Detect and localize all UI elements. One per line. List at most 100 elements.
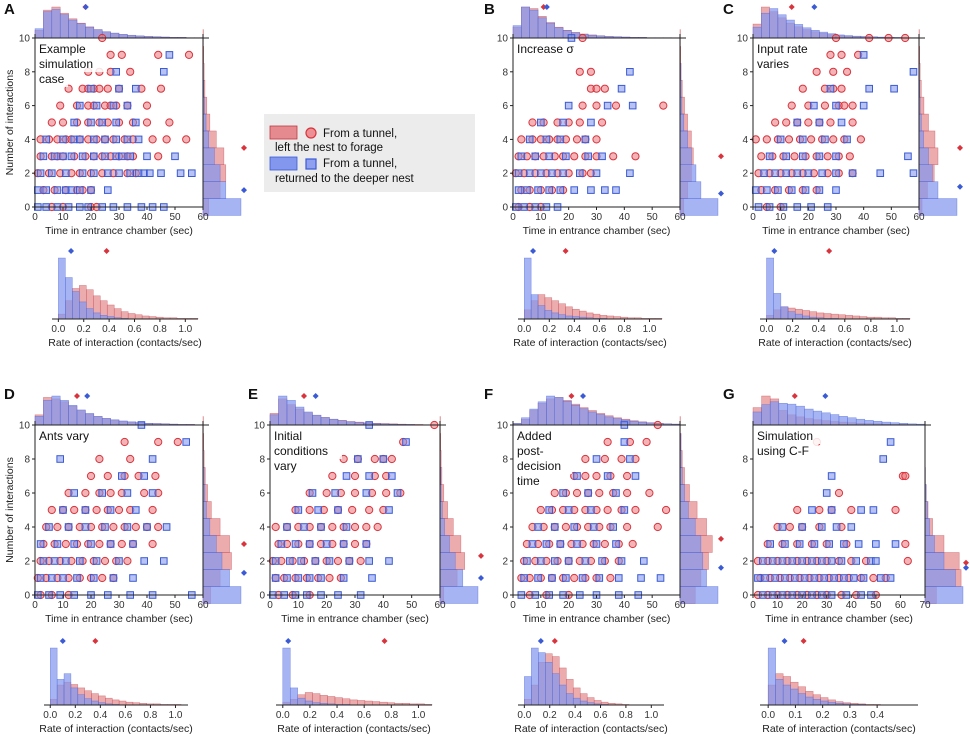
point-return (161, 69, 168, 76)
point-return (82, 524, 89, 531)
x-tick-label: 60 (434, 600, 446, 611)
x-tick-label: 50 (886, 212, 898, 223)
time-bar-return (313, 415, 322, 425)
point-return (386, 558, 393, 565)
point-return (789, 558, 796, 565)
time-bar-return (60, 400, 68, 425)
y-tick-label: 4 (24, 523, 30, 534)
point-return (905, 153, 912, 160)
point-return (124, 490, 131, 497)
rate-bar-return (545, 310, 552, 319)
mean-rate-marker-forage (92, 638, 98, 644)
x-tick-label: 30 (591, 600, 603, 611)
point-return (822, 136, 829, 143)
point-return (91, 575, 98, 582)
x-tick-label: 70 (919, 600, 931, 611)
point-return (831, 575, 838, 582)
y-tick-label: 10 (737, 34, 749, 45)
point-forage (576, 119, 583, 126)
time-bar-return (85, 27, 93, 38)
point-return (163, 524, 170, 531)
point-return (40, 153, 47, 160)
point-forage (846, 153, 853, 160)
point-forage (127, 455, 134, 462)
point-return (105, 187, 112, 194)
point-forage (149, 506, 156, 513)
y-tick-label: 2 (502, 557, 508, 568)
annotation-line: Simulation (757, 429, 813, 443)
point-return (833, 153, 840, 160)
count-bar-return (203, 519, 210, 536)
rate-bar-return (100, 315, 107, 319)
mean-time-marker-return (544, 4, 550, 10)
point-return (133, 507, 140, 514)
time-xlabel: Time in entrance chamber (sec) (45, 613, 193, 625)
point-forage (157, 85, 164, 92)
point-return (88, 85, 95, 92)
count-bar-return (925, 536, 935, 553)
point-return (848, 524, 855, 531)
annotation-line: Added (517, 429, 552, 443)
point-return (805, 170, 812, 177)
point-forage (96, 85, 103, 92)
point-return (775, 187, 782, 194)
x-tick-label: 20 (803, 212, 815, 223)
rate-bar-return (64, 674, 71, 705)
y-tick-label: 0 (259, 591, 265, 602)
y-tick-label: 2 (24, 557, 30, 568)
time-bar-return (588, 412, 596, 425)
x-tick-label: 30 (591, 212, 603, 223)
mean-rate-marker-return (782, 638, 788, 644)
point-return (866, 85, 873, 92)
time-bar-return (338, 421, 347, 425)
count-bar-return (925, 587, 963, 604)
point-return (833, 524, 840, 531)
point-return (40, 558, 47, 565)
rate-bar-return (71, 688, 78, 705)
point-return (532, 153, 539, 160)
annotation: Ants vary (36, 429, 101, 444)
point-return (49, 575, 56, 582)
point-return (82, 507, 89, 514)
point-return (565, 558, 572, 565)
point-forage (59, 119, 66, 126)
point-forage (601, 540, 608, 547)
mean-count-marker-return (718, 565, 724, 571)
rate-x-tick-label: 1.0 (643, 324, 657, 335)
y-tick-label: 10 (497, 34, 509, 45)
y-tick-label: 4 (742, 523, 748, 534)
rate-bar-return (531, 295, 538, 319)
time-bar-return (571, 405, 579, 425)
point-forage (843, 68, 850, 75)
point-return (657, 575, 664, 582)
point-forage (813, 68, 820, 75)
point-forage (654, 523, 661, 530)
time-bar-return (787, 404, 796, 425)
rate-x-tick-label: 0.6 (118, 710, 132, 721)
annotation-line: vary (274, 459, 297, 473)
legend-forage-marker (306, 128, 316, 138)
time-bar-return (94, 416, 102, 425)
point-return (287, 558, 294, 565)
point-return (99, 119, 106, 126)
point-return (549, 575, 556, 582)
count-bar-return (440, 570, 463, 587)
point-return (315, 507, 322, 514)
mean-rate-marker-return (771, 248, 777, 254)
point-forage (143, 119, 150, 126)
x-tick-label: 60 (197, 600, 209, 611)
point-forage (593, 102, 600, 109)
point-return (183, 439, 190, 446)
point-forage (149, 136, 156, 143)
y-tick-label: 0 (24, 591, 30, 602)
time-histogram (35, 393, 203, 425)
point-return (301, 524, 308, 531)
point-forage (82, 489, 89, 496)
time-bar-return (538, 18, 546, 38)
y-tick-label: 10 (19, 421, 31, 432)
rate-bar-return (781, 307, 788, 319)
time-bar-return (753, 27, 761, 38)
